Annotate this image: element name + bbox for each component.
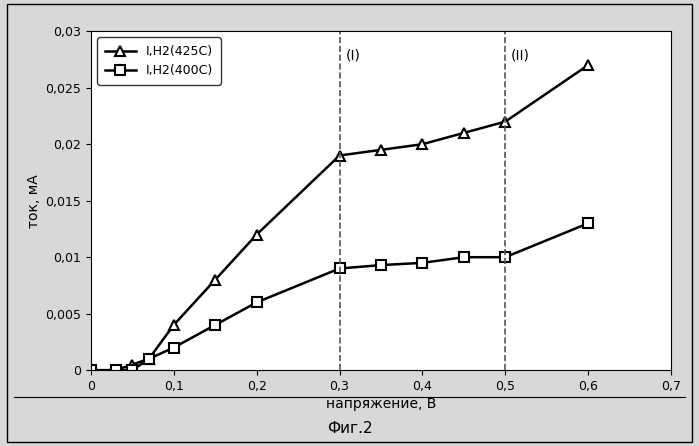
- I,H2(400C): [252, 300, 261, 305]
- Line: I,H2(400C): I,H2(400C): [86, 219, 593, 375]
- I,H2(400C): [211, 322, 219, 328]
- I,H2(400C): [112, 368, 120, 373]
- I,H2(425C): [252, 232, 261, 237]
- I,H2(425C): [377, 147, 385, 153]
- I,H2(400C): [460, 255, 468, 260]
- I,H2(425C): [460, 130, 468, 136]
- I,H2(400C): [336, 266, 344, 271]
- I,H2(400C): [501, 255, 510, 260]
- I,H2(400C): [145, 356, 153, 362]
- I,H2(425C): [112, 368, 120, 373]
- I,H2(425C): [170, 322, 178, 328]
- I,H2(425C): [418, 141, 426, 147]
- I,H2(400C): [418, 260, 426, 265]
- I,H2(425C): [128, 362, 136, 367]
- I,H2(400C): [377, 262, 385, 268]
- I,H2(425C): [336, 153, 344, 158]
- I,H2(400C): [87, 368, 95, 373]
- Text: (I): (I): [345, 48, 360, 62]
- I,H2(425C): [145, 356, 153, 362]
- I,H2(400C): [170, 345, 178, 350]
- I,H2(425C): [501, 119, 510, 124]
- I,H2(425C): [211, 277, 219, 282]
- X-axis label: напряжение, В: напряжение, В: [326, 397, 436, 411]
- Text: (II): (II): [511, 48, 530, 62]
- I,H2(425C): [584, 62, 592, 68]
- I,H2(400C): [584, 221, 592, 226]
- Line: I,H2(425C): I,H2(425C): [86, 60, 593, 375]
- Text: Фиг.2: Фиг.2: [326, 421, 373, 436]
- Y-axis label: ток, мА: ток, мА: [27, 174, 41, 227]
- Legend: I,H2(425C), I,H2(400C): I,H2(425C), I,H2(400C): [97, 37, 221, 85]
- I,H2(425C): [87, 368, 95, 373]
- I,H2(400C): [128, 368, 136, 373]
